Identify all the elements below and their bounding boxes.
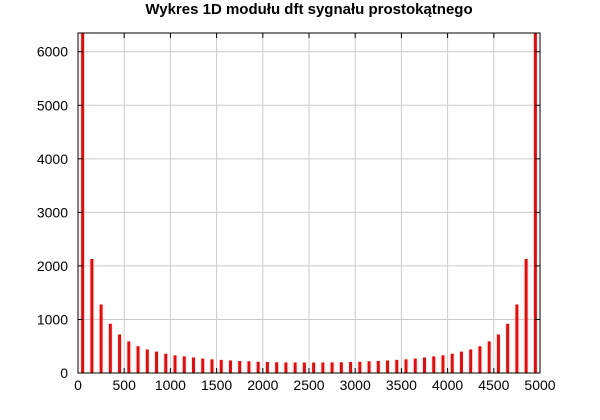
bar xyxy=(265,362,269,373)
bar xyxy=(450,353,454,373)
bar xyxy=(459,351,463,373)
bar xyxy=(210,359,214,373)
bar xyxy=(312,362,316,373)
bar xyxy=(145,349,149,373)
bar xyxy=(108,323,112,373)
bar xyxy=(90,258,94,373)
bar xyxy=(201,358,205,373)
bar xyxy=(127,341,131,373)
bar xyxy=(238,360,242,373)
x-tick-label: 4500 xyxy=(478,377,509,393)
bar xyxy=(173,355,177,373)
y-tick-label: 4000 xyxy=(37,151,68,167)
x-axis-ticks: 0 500 1000 1500 2000 2500 3000 3500 4000 4500 5000 xyxy=(74,33,556,393)
bar xyxy=(293,362,297,373)
bar xyxy=(192,357,195,373)
bar xyxy=(256,361,260,373)
x-tick-label: 4000 xyxy=(432,377,463,393)
bar xyxy=(136,346,140,373)
bar xyxy=(413,358,417,373)
y-tick-label: 6000 xyxy=(37,44,68,60)
bar xyxy=(182,356,186,373)
bar xyxy=(330,362,334,373)
bar xyxy=(164,353,168,373)
bar xyxy=(432,356,436,373)
bar xyxy=(247,361,251,373)
y-tick-label: 3000 xyxy=(37,204,68,220)
bar xyxy=(423,357,426,373)
bar xyxy=(367,361,371,373)
y-tick-label: 2000 xyxy=(37,258,68,274)
x-tick-label: 1500 xyxy=(201,377,232,393)
bar xyxy=(441,355,445,373)
y-axis-ticks: 0 1000 2000 3000 4000 5000 6000 xyxy=(37,44,540,381)
bar xyxy=(496,334,500,373)
x-tick-label: 500 xyxy=(113,377,137,393)
x-tick-label: 0 xyxy=(74,377,82,393)
bar xyxy=(404,359,408,373)
bar xyxy=(487,341,491,373)
bar xyxy=(219,359,223,373)
x-tick-label: 3000 xyxy=(340,377,371,393)
y-tick-label: 0 xyxy=(60,365,68,381)
bar xyxy=(321,362,325,373)
bar xyxy=(386,360,390,373)
bar xyxy=(478,346,482,373)
bar xyxy=(515,304,519,373)
bar xyxy=(118,334,122,373)
bar xyxy=(302,362,306,373)
bar xyxy=(275,362,279,373)
bar xyxy=(469,349,473,373)
bar xyxy=(284,362,288,373)
bar xyxy=(228,360,232,373)
bar xyxy=(506,323,510,373)
bars xyxy=(81,33,537,373)
x-tick-label: 3500 xyxy=(386,377,417,393)
bar xyxy=(395,359,399,373)
grid xyxy=(78,33,540,373)
y-tick-label: 1000 xyxy=(37,311,68,327)
x-tick-label: 1000 xyxy=(155,377,186,393)
bar xyxy=(349,362,353,373)
x-tick-label: 2500 xyxy=(293,377,324,393)
bar xyxy=(524,258,528,373)
bar xyxy=(376,360,380,373)
bar xyxy=(81,33,85,373)
bar xyxy=(339,362,343,373)
bar xyxy=(533,33,537,373)
chart-title: Wykres 1D modułu dft sygnału prostokątne… xyxy=(145,1,472,18)
bar xyxy=(358,361,362,373)
bar xyxy=(99,304,103,373)
x-tick-label: 2000 xyxy=(247,377,278,393)
y-tick-label: 5000 xyxy=(37,97,68,113)
bar xyxy=(155,351,159,373)
x-tick-label: 5000 xyxy=(524,377,555,393)
